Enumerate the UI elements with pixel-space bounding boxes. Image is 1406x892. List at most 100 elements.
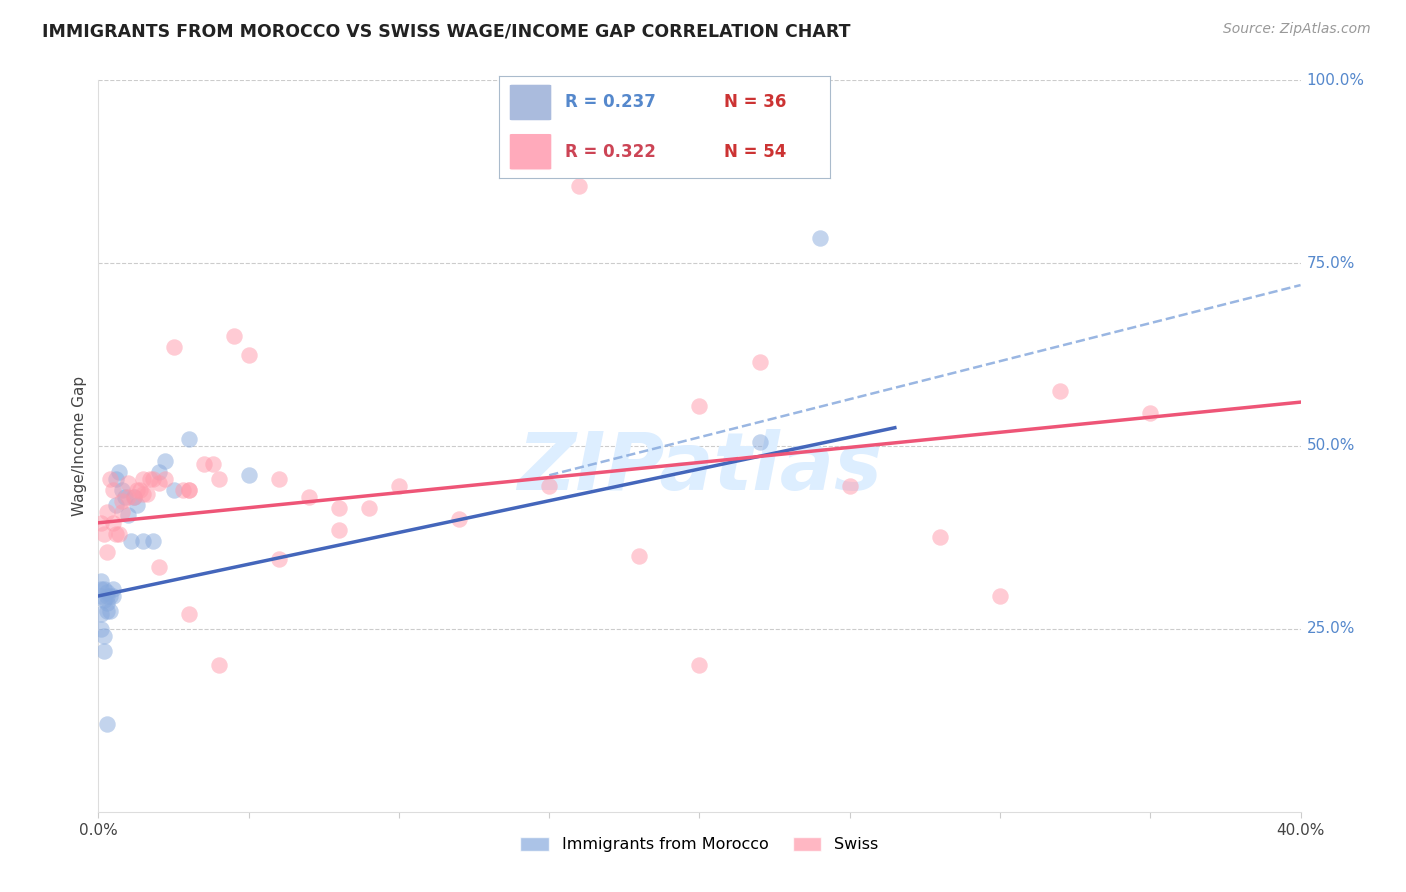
Point [124, 490, 146, 504]
Point [267, 472, 290, 486]
Point [105, 498, 128, 512]
Point [172, 483, 194, 497]
Point [93, 526, 115, 541]
Point [568, 179, 591, 194]
Text: 25.0%: 25.0% [1306, 622, 1355, 636]
Point [108, 465, 131, 479]
Point [267, 552, 290, 566]
FancyBboxPatch shape [509, 133, 553, 170]
Point [688, 658, 710, 673]
Point [103, 582, 125, 596]
Point [1139, 406, 1161, 420]
Text: Source: ZipAtlas.com: Source: ZipAtlas.com [1223, 22, 1371, 37]
Point [808, 230, 831, 244]
Point [162, 483, 184, 497]
Point [90, 589, 112, 603]
Point [108, 526, 131, 541]
Point [103, 589, 125, 603]
Point [148, 559, 170, 574]
Point [96, 545, 118, 559]
Point [153, 453, 176, 467]
Point [208, 658, 231, 673]
Point [93, 592, 115, 607]
Point [100, 472, 122, 486]
Point [96, 585, 118, 599]
Y-axis label: Wage/Income Gap: Wage/Income Gap [72, 376, 87, 516]
Point [96, 596, 118, 610]
Point [222, 329, 245, 343]
Text: 75.0%: 75.0% [1306, 256, 1355, 270]
Point [90, 582, 112, 596]
Point [177, 607, 200, 622]
Point [96, 603, 118, 617]
Point [114, 490, 136, 504]
Point [103, 516, 125, 530]
Point [135, 486, 157, 500]
Point [388, 479, 411, 493]
Point [238, 468, 260, 483]
Text: N = 54: N = 54 [724, 143, 786, 161]
Point [124, 490, 146, 504]
Point [111, 483, 134, 497]
Point [117, 475, 139, 490]
Point [90, 622, 112, 636]
Point [90, 607, 112, 622]
Point [328, 523, 350, 537]
Text: R = 0.237: R = 0.237 [565, 94, 657, 112]
Point [132, 472, 155, 486]
Point [96, 717, 118, 731]
Point [129, 483, 152, 497]
Point [111, 505, 134, 519]
FancyBboxPatch shape [509, 84, 553, 121]
Point [838, 479, 860, 493]
Point [138, 472, 160, 486]
Point [208, 472, 231, 486]
Point [153, 472, 176, 486]
Point [177, 483, 200, 497]
Point [177, 483, 200, 497]
Text: 50.0%: 50.0% [1306, 439, 1355, 453]
Point [105, 472, 128, 486]
Point [177, 432, 200, 446]
Point [103, 483, 125, 497]
Point [100, 589, 122, 603]
Point [90, 516, 112, 530]
Point [1049, 384, 1071, 399]
Point [141, 534, 163, 549]
Legend: Immigrants from Morocco, Swiss: Immigrants from Morocco, Swiss [515, 830, 884, 859]
Point [193, 458, 215, 472]
Point [105, 526, 128, 541]
Point [132, 534, 155, 549]
Point [929, 530, 952, 544]
Point [538, 479, 561, 493]
Point [748, 355, 770, 369]
Point [357, 501, 380, 516]
Point [117, 490, 139, 504]
Point [96, 505, 118, 519]
Point [298, 490, 321, 504]
Point [148, 465, 170, 479]
Point [100, 603, 122, 617]
Point [96, 589, 118, 603]
Point [93, 629, 115, 643]
Point [628, 549, 651, 563]
Point [688, 399, 710, 413]
Text: ZIPatlas: ZIPatlas [517, 429, 882, 507]
Point [90, 574, 112, 589]
Text: R = 0.322: R = 0.322 [565, 143, 657, 161]
Point [121, 534, 143, 549]
Point [201, 458, 224, 472]
Point [162, 340, 184, 354]
Point [447, 512, 470, 526]
Point [117, 508, 139, 523]
Point [148, 475, 170, 490]
Point [93, 582, 115, 596]
Point [328, 501, 350, 516]
Point [988, 589, 1011, 603]
Point [748, 435, 770, 450]
Text: 100.0%: 100.0% [1306, 73, 1365, 87]
Text: IMMIGRANTS FROM MOROCCO VS SWISS WAGE/INCOME GAP CORRELATION CHART: IMMIGRANTS FROM MOROCCO VS SWISS WAGE/IN… [42, 22, 851, 40]
Text: N = 36: N = 36 [724, 94, 786, 112]
Point [127, 498, 149, 512]
Point [127, 483, 149, 497]
